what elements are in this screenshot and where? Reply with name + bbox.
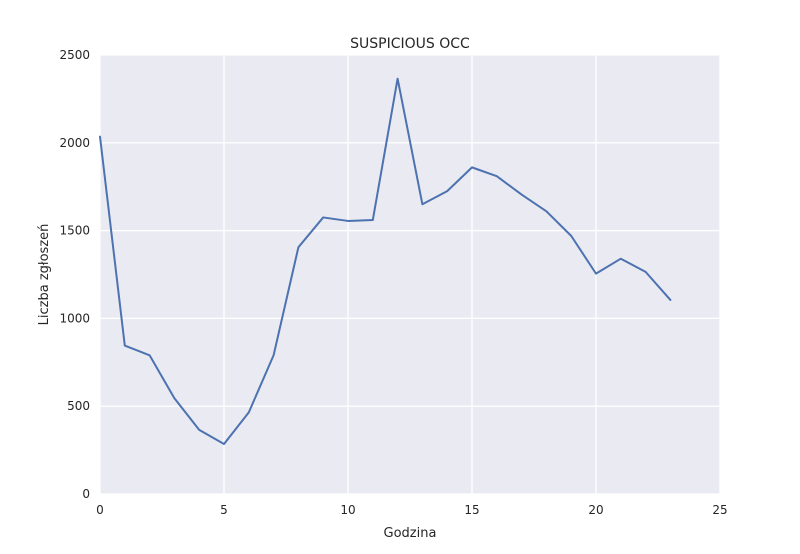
data-point (471, 166, 473, 168)
y-tick-label: 2000 (59, 136, 90, 150)
data-point (570, 235, 572, 237)
data-point (446, 190, 448, 192)
series-layer (99, 77, 672, 445)
data-point (149, 354, 151, 356)
data-point (620, 258, 622, 260)
data-point (173, 397, 175, 399)
series-line (99, 77, 672, 445)
data-point (595, 273, 597, 275)
data-point (496, 175, 498, 177)
data-point (521, 194, 523, 196)
data-point (99, 136, 101, 138)
x-tick-label: 5 (220, 503, 228, 517)
y-tick-label: 0 (82, 487, 90, 501)
data-point (248, 411, 250, 413)
x-tick-label: 20 (588, 503, 603, 517)
x-tick-label: 25 (712, 503, 727, 517)
data-point (669, 299, 671, 301)
data-point (198, 429, 200, 431)
data-point (645, 271, 647, 273)
data-point (297, 246, 299, 248)
data-point (223, 443, 225, 445)
x-tick-label: 0 (96, 503, 104, 517)
data-point (273, 354, 275, 356)
data-point (347, 220, 349, 222)
y-tick-label: 2500 (59, 48, 90, 62)
data-point (545, 210, 547, 212)
y-axis-label: Liczba zgłoszeń (37, 224, 52, 326)
y-tick-label: 500 (67, 399, 90, 413)
x-axis-label: Godzina (384, 526, 437, 541)
x-tick-label: 15 (464, 503, 479, 517)
y-tick-label: 1500 (59, 224, 90, 238)
plot-area (100, 55, 720, 494)
y-tick-label: 1000 (59, 311, 90, 325)
x-tick-label: 10 (340, 503, 355, 517)
chart-title: SUSPICIOUS OCC (350, 36, 470, 52)
data-point (397, 78, 399, 80)
data-point (421, 203, 423, 205)
data-point (322, 216, 324, 218)
data-point (124, 345, 126, 347)
tick-labels: 0 5 10 15 20 25 0 500 1000 1500 2000 2500 (59, 48, 727, 517)
data-point (372, 219, 374, 221)
